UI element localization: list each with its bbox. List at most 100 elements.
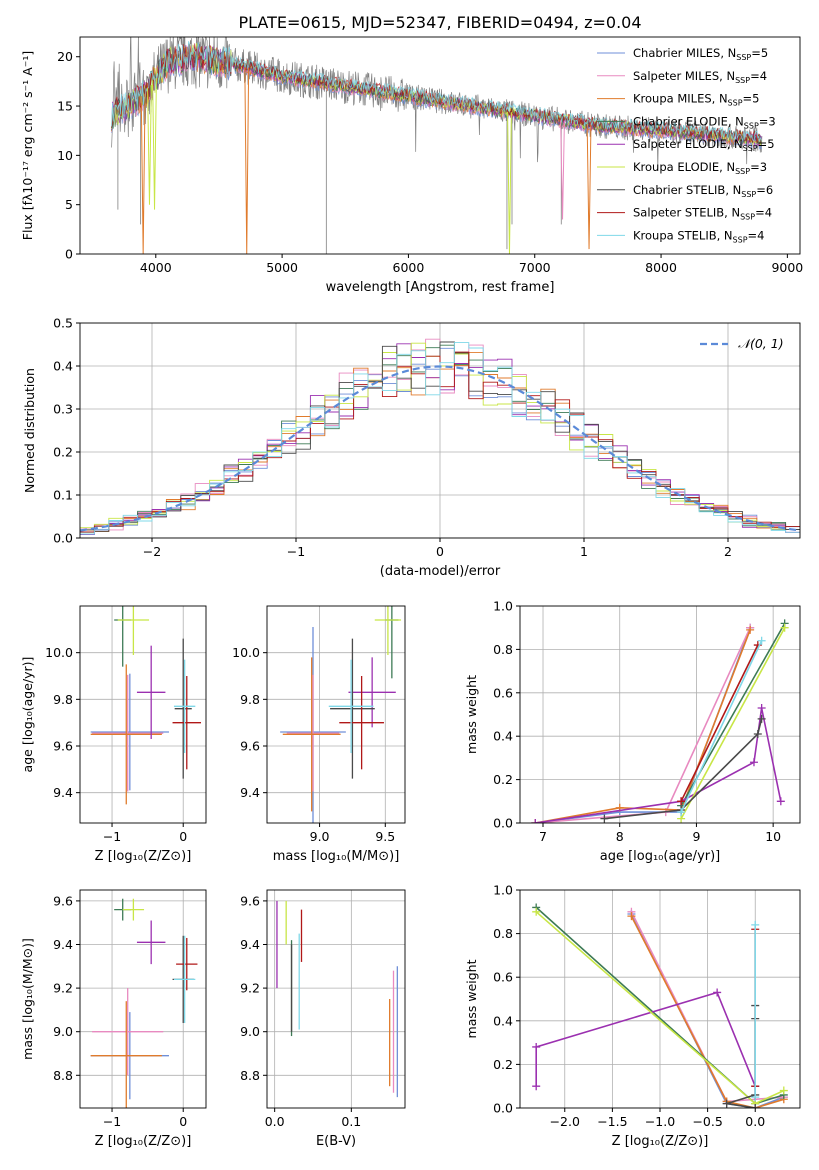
weight-marker [757, 714, 766, 723]
y-axis-label: mass weight [464, 675, 479, 754]
weight-line-6 [604, 718, 763, 820]
weight-line-2 [630, 915, 785, 1108]
weight-marker [746, 625, 755, 634]
weight-line-2 [535, 629, 751, 823]
y-tick-label: 0.8 [493, 926, 513, 941]
y-tick-label: 0.0 [493, 1101, 513, 1116]
x-tick-label: 9 [692, 829, 700, 844]
y-tick-label: 0.0 [493, 816, 513, 831]
y-tick-label: 0.0 [53, 531, 73, 546]
legend-entry: Chabrier MILES, NSSP=5 [633, 46, 768, 62]
weight-marker [751, 1104, 760, 1108]
y-tick-label: 0.8 [493, 642, 513, 657]
legend-entry: Kroupa STELIB, NSSP=4 [633, 228, 764, 244]
y-tick-label: 0.4 [53, 359, 73, 374]
panel-weight-vs-Z: −2.0 −1.5 −1.0 −0.5 0.0 0.0 0.2 0.4 0.6 0.8 1.0 Z [… [464, 883, 801, 1149]
y-tick-label: 9.2 [53, 981, 73, 996]
x-axis-label: (data-model)/error [380, 564, 501, 579]
y-tick-label: 5 [65, 197, 73, 212]
y-axis-label: mass [log₁₀(M/M⊙)] [20, 938, 35, 1060]
x-tick-label: 9000 [771, 260, 803, 275]
y-axis-label: Flux [fλ10⁻¹⁷ erg cm⁻² s⁻¹ A⁻¹] [20, 51, 35, 240]
legend-entry: Chabrier STELIB, NSSP=6 [633, 183, 773, 199]
y-tick-label: 9.8 [53, 692, 73, 707]
y-tick-label: 0.4 [493, 729, 513, 744]
x-tick-label: 1 [580, 544, 588, 559]
absorption-feature [147, 84, 152, 205]
x-tick-label: −1.0 [645, 1114, 675, 1129]
weight-marker [532, 1042, 541, 1051]
x-tick-label: −1 [103, 829, 121, 844]
panel-mass-vs-Z: −1 0 8.8 9.0 9.2 9.4 9.6 Z [log₁₀(Z/Z⊙)] mass [l… [20, 889, 207, 1149]
y-tick-label: 9.4 [240, 937, 260, 952]
y-tick-label: 9.6 [53, 739, 73, 754]
weight-line-4 [535, 991, 756, 1108]
x-tick-label: 6000 [393, 260, 425, 275]
x-tick-label: 9.0 [310, 829, 330, 844]
plot-area-residuals [80, 323, 800, 538]
x-tick-label: 4000 [140, 260, 172, 275]
y-tick-label: 9.4 [53, 785, 73, 800]
y-tick-label: 0.3 [53, 402, 73, 417]
axes-frame [79, 605, 207, 824]
panel-age-vs-Z: −1 0 9.4 9.6 9.8 10.0 Z [log₁₀(Z/Z⊙)] age [log₁… [20, 605, 207, 864]
plot-area-age-vs-Z [80, 606, 206, 823]
y-tick-label: 10.0 [232, 645, 260, 660]
weight-marker [722, 1099, 731, 1108]
y-tick-label: 9.6 [53, 893, 73, 908]
absorption-feature [507, 111, 512, 254]
legend-entry: 𝒩(0, 1) [738, 336, 784, 351]
weight-line-7 [680, 644, 759, 802]
y-tick-label: 0.2 [493, 772, 513, 787]
y-tick-label: 9.4 [240, 785, 260, 800]
weight-marker [677, 797, 686, 806]
legend-entry: Kroupa ELODIE, NSSP=3 [633, 160, 767, 176]
plot-area-weight-vs-age [520, 606, 800, 823]
legend-entry: Salpeter STELIB, NSSP=4 [633, 206, 772, 222]
y-tick-label: 9.2 [240, 981, 260, 996]
axes-frame [79, 889, 207, 1109]
y-tick-label: 9.8 [240, 692, 260, 707]
x-axis-label: mass [log₁₀(M/M⊙)] [273, 849, 400, 864]
x-tick-label: −2 [143, 544, 161, 559]
x-axis-label: wavelength [Angstrom, rest frame] [326, 280, 555, 295]
y-tick-label: 9.6 [240, 893, 260, 908]
x-tick-label: 8 [616, 829, 624, 844]
weight-marker [776, 797, 785, 806]
legend-entry: Salpeter ELODIE, NSSP=5 [633, 137, 775, 153]
y-tick-label: 9.4 [53, 937, 73, 952]
y-tick-label: 20 [57, 49, 73, 64]
plot-area-weight-vs-Z [520, 890, 800, 1108]
panel-weight-vs-age: 7 8 9 10 0.0 0.2 0.4 0.6 0.8 1.0 age [log₁₀(age/yr… [464, 599, 801, 864]
legend-entry: Salpeter MILES, NSSP=4 [633, 69, 767, 85]
x-tick-label: 5000 [266, 260, 298, 275]
x-axis-label: age [log₁₀(age/yr)] [600, 849, 721, 864]
y-tick-label: 15 [57, 99, 73, 114]
weight-marker [531, 819, 540, 823]
x-tick-label: 0.1 [341, 1114, 361, 1129]
gaussian-reference [80, 365, 800, 532]
y-tick-label: 0.2 [53, 445, 73, 460]
y-tick-label: 8.8 [240, 1068, 260, 1083]
weight-marker [713, 988, 722, 997]
absorption-feature [560, 120, 565, 220]
axes-frame [266, 889, 406, 1109]
weight-marker [627, 912, 636, 921]
y-tick-label: 9.0 [240, 1024, 260, 1039]
y-tick-label: 10.0 [45, 645, 73, 660]
absorption-feature [586, 124, 592, 250]
weight-marker [757, 636, 766, 645]
weight-marker [532, 907, 541, 916]
plot-area-mass-vs-Z [80, 890, 206, 1108]
x-tick-label: 7000 [519, 260, 551, 275]
x-tick-label: 8000 [645, 260, 677, 275]
absorption-feature [244, 67, 250, 254]
panel-mass-vs-EBV: 0.0 0.1 8.8 9.0 9.2 9.4 9.6 E(B-V) [240, 889, 406, 1149]
x-tick-label: −0.5 [692, 1114, 722, 1129]
weight-marker [779, 1086, 788, 1095]
plot-area-age-vs-mass [267, 606, 405, 823]
weight-marker [757, 703, 766, 712]
x-axis-label: Z [log₁₀(Z/Z⊙)] [612, 1134, 709, 1149]
y-tick-label: 1.0 [493, 599, 513, 614]
